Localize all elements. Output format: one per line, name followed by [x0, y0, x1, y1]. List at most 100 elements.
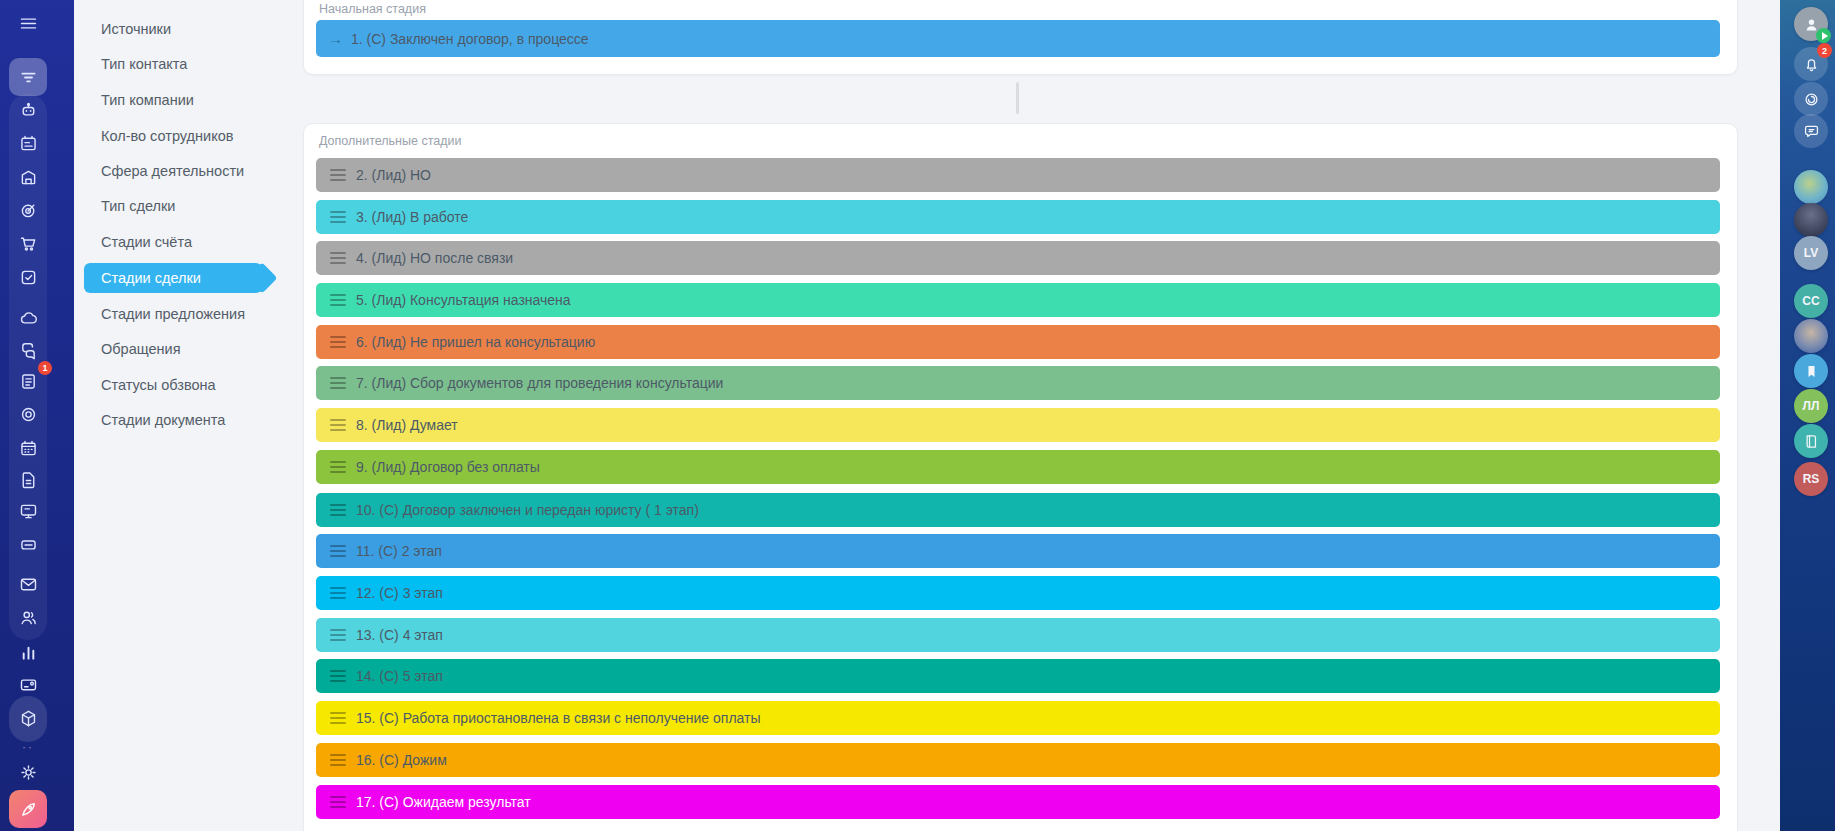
rail-item-people[interactable]: [9, 601, 47, 633]
chat-head-initials[interactable]: ЛЛ: [1794, 389, 1828, 423]
stage-bar[interactable]: 9. (Лид) Договор без оплаты: [316, 450, 1720, 484]
stage-bar[interactable]: 7. (Лид) Сбор документов для проведения …: [316, 366, 1720, 400]
stage-bar[interactable]: 10. (С) Договор заключен и передан юрист…: [316, 493, 1720, 527]
drag-handle-icon[interactable]: [330, 419, 346, 431]
stage-bar[interactable]: 11. (С) 2 этап: [316, 534, 1720, 568]
drag-handle-icon[interactable]: [330, 587, 346, 599]
chat-head-bookmark[interactable]: [1794, 354, 1828, 388]
drag-handle-icon[interactable]: [330, 461, 346, 473]
chat-head-book[interactable]: [1794, 424, 1828, 458]
user-avatar[interactable]: [1794, 7, 1828, 41]
support-chat-button[interactable]: [1794, 114, 1828, 148]
stage-bar[interactable]: 2. (Лид) НО: [316, 158, 1720, 192]
stage-label: 10. (С) Договор заключен и передан юрист…: [356, 502, 699, 518]
rail-item-stats[interactable]: [9, 636, 47, 668]
cloud-icon: [18, 308, 39, 329]
play-icon: [1822, 32, 1828, 40]
stage-bar[interactable]: 3. (Лид) В работе: [316, 200, 1720, 234]
stage-label: 8. (Лид) Думает: [356, 417, 458, 433]
rail-item-target[interactable]: [9, 194, 47, 226]
sidebar-item-deal-stages[interactable]: Стадии сделки: [84, 263, 262, 293]
stage-bar[interactable]: 4. (Лид) НО после связи: [316, 241, 1720, 275]
drag-handle-icon[interactable]: [330, 754, 346, 766]
drag-handle-icon[interactable]: [330, 629, 346, 641]
drag-handle-icon[interactable]: [330, 670, 346, 682]
unread-badge: 1: [38, 361, 52, 375]
sidebar-item-label: Тип контакта: [101, 56, 187, 72]
rail-item-calendar[interactable]: [9, 432, 47, 464]
stage-bar[interactable]: 14. (С) 5 этап: [316, 659, 1720, 693]
stage-bar[interactable]: → 1. (С) Заключен договор, в процессе: [316, 20, 1720, 57]
rail-item-bot[interactable]: [9, 94, 47, 126]
notifications-bell[interactable]: 2: [1794, 47, 1828, 81]
drag-handle-icon[interactable]: [330, 169, 346, 181]
drag-handle-icon[interactable]: [330, 294, 346, 306]
chat-head-avatar[interactable]: [1794, 203, 1828, 237]
rail-item-mail[interactable]: [9, 568, 47, 600]
rail-item-card[interactable]: [9, 668, 47, 700]
rail-more-dots: ··: [0, 740, 56, 754]
rail-item-filter[interactable]: [9, 58, 47, 96]
stage-bar[interactable]: 16. (С) Дожим: [316, 743, 1720, 777]
sidebar-item-requests[interactable]: Обращения: [84, 334, 262, 364]
bot-icon: [18, 100, 39, 121]
rail-item-disk[interactable]: [9, 398, 47, 430]
rail-item-settings[interactable]: [9, 756, 47, 788]
stage-bar[interactable]: 15. (С) Работа приостановлена в связи с …: [316, 701, 1720, 735]
stage-bar[interactable]: 17. (С) Ожидаем результат: [316, 785, 1720, 819]
drag-handle-icon[interactable]: [330, 377, 346, 389]
stage-label: 17. (С) Ожидаем результат: [356, 794, 531, 810]
drag-handle-icon[interactable]: [330, 712, 346, 724]
sidebar-item-employee-count[interactable]: Кол-во сотрудников: [84, 121, 262, 151]
copilot-button[interactable]: [1794, 82, 1828, 116]
drag-handle-icon[interactable]: [330, 796, 346, 808]
rail-item-rocket[interactable]: [9, 790, 47, 828]
sidebar-item-document-stages[interactable]: Стадии документа: [84, 405, 262, 435]
rail-item-signboard[interactable]: [9, 495, 47, 527]
chat-head-avatar[interactable]: [1794, 170, 1828, 204]
stage-bar[interactable]: 12. (С) 3 этап: [316, 576, 1720, 610]
chat-head-initials[interactable]: CC: [1794, 284, 1828, 318]
menu-button[interactable]: [9, 7, 47, 39]
stage-label: 1. (С) Заключен договор, в процессе: [351, 31, 589, 47]
rail-item-chats[interactable]: [9, 333, 47, 365]
rail-item-tasks[interactable]: [9, 261, 47, 293]
sidebar-item-label: Источники: [101, 21, 171, 37]
rail-item-documents[interactable]: [9, 464, 47, 496]
stage-bar[interactable]: 13. (С) 4 этап: [316, 618, 1720, 652]
document-icon: [18, 470, 39, 491]
sidebar-item-invoice-stages[interactable]: Стадии счёта: [84, 227, 262, 257]
stage-arrow-icon[interactable]: →: [328, 31, 343, 46]
stage-bar[interactable]: 5. (Лид) Консультация назначена: [316, 283, 1720, 317]
drag-handle-icon[interactable]: [330, 211, 346, 223]
stage-label: 14. (С) 5 этап: [356, 668, 443, 684]
sidebar-item-company-type[interactable]: Тип компании: [84, 85, 262, 115]
drag-handle-icon[interactable]: [330, 504, 346, 516]
sidebar-item-sources[interactable]: Источники: [84, 14, 262, 44]
rail-item-storage[interactable]: [9, 161, 47, 193]
sidebar-item-activity-field[interactable]: Сфера деятельности: [84, 156, 262, 186]
rail-item-shop[interactable]: [9, 227, 47, 259]
drag-handle-icon[interactable]: [330, 545, 346, 557]
rail-item-feed[interactable]: 1: [9, 365, 47, 397]
rail-item-devices[interactable]: [9, 528, 47, 560]
rail-item-cloud[interactable]: [9, 302, 47, 334]
sidebar-item-deal-type[interactable]: Тип сделки: [84, 191, 262, 221]
chat-head-avatar[interactable]: [1794, 319, 1828, 353]
stage-bar[interactable]: 6. (Лид) Не пришел на консультацию: [316, 325, 1720, 359]
drag-handle-icon[interactable]: [330, 336, 346, 348]
rail-item-market[interactable]: [9, 702, 47, 734]
cube-icon: [18, 708, 39, 729]
section-title: Начальная стадия: [319, 2, 426, 16]
rail-item-planner[interactable]: [9, 127, 47, 159]
chat-head-initials[interactable]: RS: [1794, 462, 1828, 496]
stage-label: 5. (Лид) Консультация назначена: [356, 292, 571, 308]
book-icon: [1802, 432, 1821, 451]
sidebar-item-quote-stages[interactable]: Стадии предложения: [84, 299, 262, 329]
chat-head-initials[interactable]: LV: [1794, 236, 1828, 270]
drag-handle-icon[interactable]: [330, 252, 346, 264]
sidebar-item-contact-type[interactable]: Тип контакта: [84, 49, 262, 79]
sidebar-item-label: Тип сделки: [101, 198, 175, 214]
stage-bar[interactable]: 8. (Лид) Думает: [316, 408, 1720, 442]
sidebar-item-call-statuses[interactable]: Статусы обзвона: [84, 370, 262, 400]
